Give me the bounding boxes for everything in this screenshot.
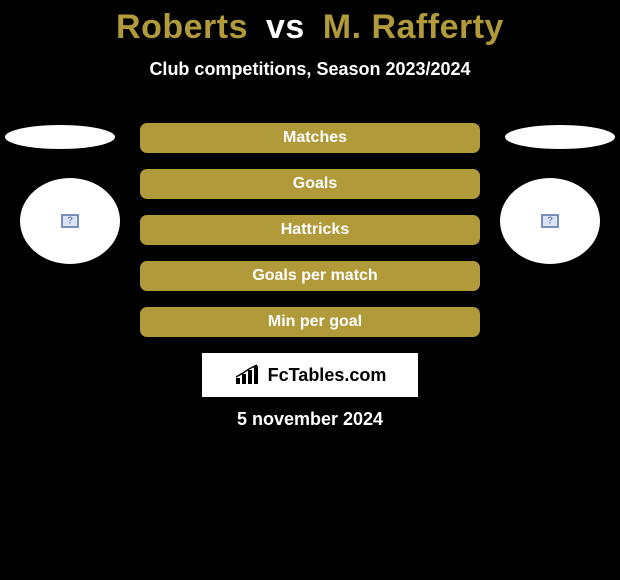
branding-text: FcTables.com — [268, 365, 387, 386]
stat-bar-min-per-goal: Min per goal — [140, 307, 480, 337]
stat-label: Min per goal — [268, 313, 362, 331]
player1-badge-circle — [20, 178, 120, 264]
bar-chart-icon — [234, 364, 262, 386]
player1-name: Roberts — [116, 8, 248, 46]
player2-badge-circle — [500, 178, 600, 264]
player2-name: M. Rafferty — [323, 8, 504, 46]
vs-separator: vs — [266, 8, 305, 46]
comparison-title: Roberts vs M. Rafferty — [0, 0, 620, 47]
snapshot-date: 5 november 2024 — [237, 409, 383, 430]
stat-bar-goals: Goals — [140, 169, 480, 199]
stat-bar-hattricks: Hattricks — [140, 215, 480, 245]
stat-label: Goals per match — [252, 267, 377, 285]
right-shadow-oval — [505, 125, 615, 149]
stat-label: Matches — [283, 129, 347, 147]
branding-badge: FcTables.com — [202, 353, 418, 397]
stat-bars-container: Matches Goals Hattricks Goals per match … — [140, 123, 480, 353]
stat-bar-matches: Matches — [140, 123, 480, 153]
stat-bar-goals-per-match: Goals per match — [140, 261, 480, 291]
stat-label: Hattricks — [281, 221, 349, 239]
season-subtitle: Club competitions, Season 2023/2024 — [0, 59, 620, 80]
left-shadow-oval — [5, 125, 115, 149]
unknown-flag-icon — [61, 214, 79, 228]
unknown-flag-icon — [541, 214, 559, 228]
stat-label: Goals — [293, 175, 337, 193]
